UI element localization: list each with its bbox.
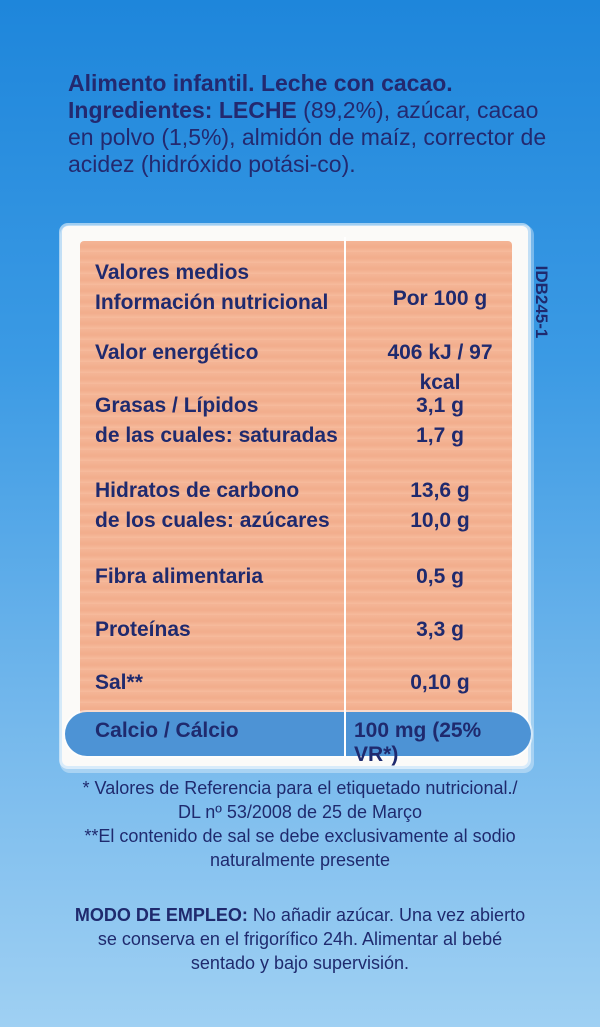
row-sub-label: de los cuales: azúcares [95,509,330,532]
usage-label: MODO DE EMPLEO: [74,905,248,925]
reference-note: * Valores de Referencia para el etiqueta… [82,778,518,822]
row-label: Hidratos de carbono [95,479,300,502]
usage-text: No añadir azúcar. Una vez abierto se con… [97,905,526,973]
row-sub-value: 10,0 g [410,509,470,532]
column-divider [344,237,346,757]
ingredients-text: Ingredientes: LECHE (89,2%), azúcar, cac… [68,97,548,178]
row-sub-label: de las cuales: saturadas [95,424,338,447]
salt-note: **El contenido de sal se debe exclusivam… [84,826,516,870]
row-value: 0,10 g [410,671,470,694]
calcio-label: Calcio / Cálcio [95,719,239,742]
row-label: Fibra alimentaria [95,565,264,588]
product-line: Alimento infantil. Leche con cacao. [68,70,453,96]
row-sub-value: 1,7 g [416,424,464,447]
row-label: Grasas / Lípidos [95,394,259,417]
calcio-value: 100 mg (25% VR*) [354,719,482,766]
row-label: Valor energético [95,341,259,364]
ingredients-label: Ingredientes: [68,97,213,123]
row-value: 406 kJ / 97 kcal [387,341,493,394]
header-value: Por 100 g [392,287,488,310]
footnotes: * Valores de Referencia para el etiqueta… [70,776,530,872]
ingredients-block: Alimento infantil. Leche con cacao. Ingr… [68,70,548,178]
header-label-1: Valores medios [95,261,250,284]
ingredients-rest: (89,2%), azúcar, cacao en polvo (1,5%), … [68,97,547,177]
nutrition-panel [62,226,528,766]
product-code: IDB245-1 [528,260,554,350]
header-label-2: Información nutricional [95,291,329,314]
milk-allergen: LECHE [218,97,297,123]
product-code-text: IDB245-1 [532,265,551,339]
row-label: Sal** [95,671,143,694]
row-value: 3,3 g [416,618,464,641]
row-value: 0,5 g [416,565,464,588]
usage-instructions: MODO DE EMPLEO: No añadir azúcar. Una ve… [70,903,530,975]
row-value: 3,1 g [416,394,464,417]
calcio-row: Calcio / Cálcio 100 mg (25% VR*) [65,712,531,766]
row-label: Proteínas [95,618,191,641]
row-value: 13,6 g [410,479,470,502]
